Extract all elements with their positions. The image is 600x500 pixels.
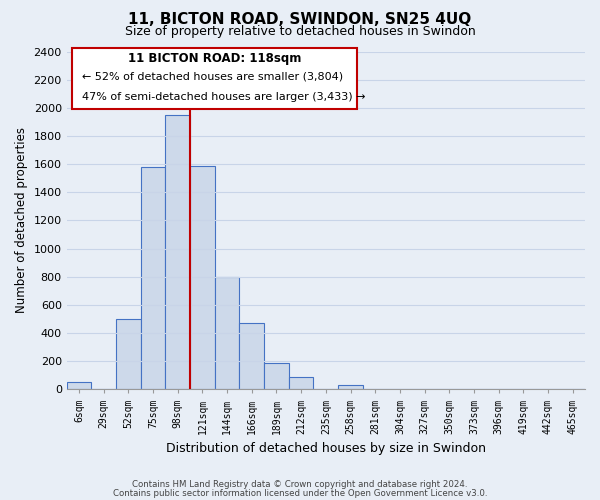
Bar [215,277,239,390]
Bar [190,166,215,390]
Bar [338,385,363,390]
Bar [289,376,313,390]
Text: Contains HM Land Registry data © Crown copyright and database right 2024.: Contains HM Land Registry data © Crown c… [132,480,468,489]
Bar [141,167,166,390]
Bar [116,319,141,390]
Y-axis label: Number of detached properties: Number of detached properties [15,128,28,314]
Bar [166,115,190,390]
Bar [67,382,91,390]
Text: 11 BICTON ROAD: 118sqm: 11 BICTON ROAD: 118sqm [128,52,301,64]
Text: Contains public sector information licensed under the Open Government Licence v3: Contains public sector information licen… [113,488,487,498]
Text: ← 52% of detached houses are smaller (3,804): ← 52% of detached houses are smaller (3,… [82,72,343,82]
Text: 11, BICTON ROAD, SWINDON, SN25 4UQ: 11, BICTON ROAD, SWINDON, SN25 4UQ [128,12,472,28]
Text: Size of property relative to detached houses in Swindon: Size of property relative to detached ho… [125,25,475,38]
Text: 47% of semi-detached houses are larger (3,433) →: 47% of semi-detached houses are larger (… [82,92,366,102]
X-axis label: Distribution of detached houses by size in Swindon: Distribution of detached houses by size … [166,442,486,455]
Bar [239,323,264,390]
Bar [264,362,289,390]
FancyBboxPatch shape [72,48,357,109]
